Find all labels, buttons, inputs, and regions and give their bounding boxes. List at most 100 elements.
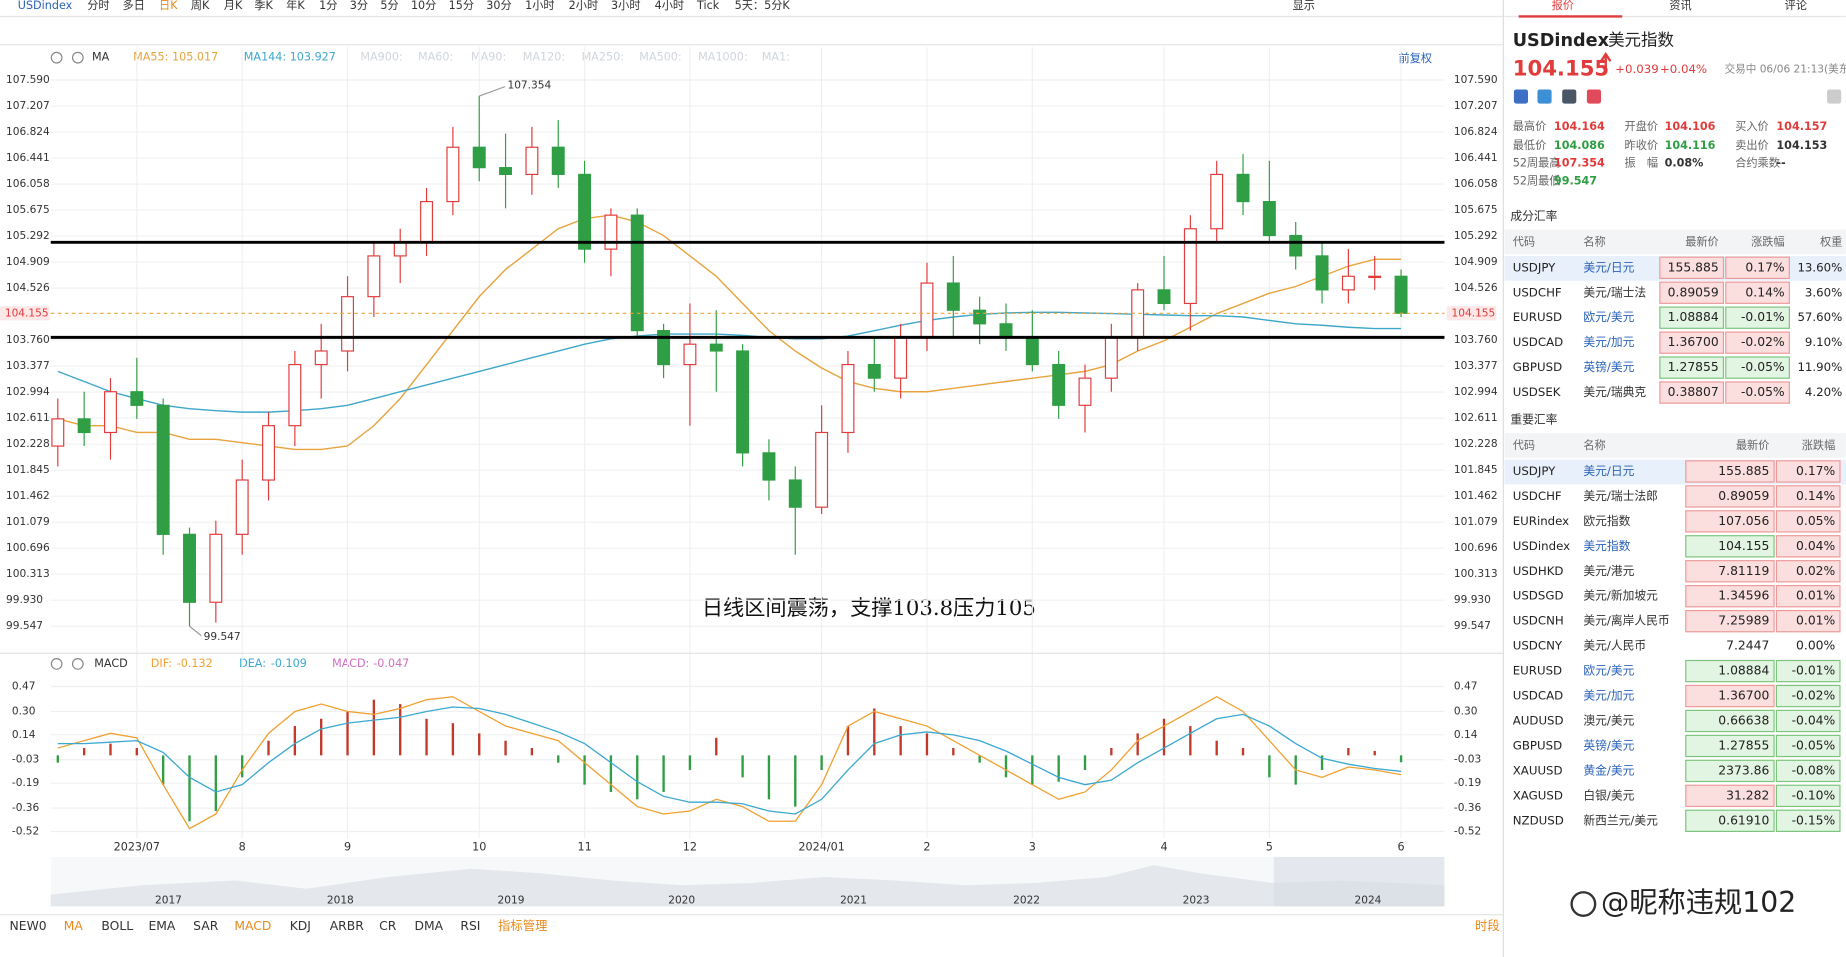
row-code[interactable]: USDCNH — [1513, 614, 1564, 628]
period-tab[interactable]: 月K — [224, 0, 243, 12]
row-code[interactable]: EURUSD — [1513, 664, 1562, 678]
table-header-cell[interactable]: 涨跌幅 — [1751, 234, 1785, 248]
overview-window[interactable] — [1273, 856, 1445, 907]
legend-inactive[interactable]: MA60: — [418, 51, 453, 64]
legend-name[interactable]: DEA: — [239, 657, 266, 670]
legend-inactive[interactable]: MA900: — [360, 51, 402, 64]
legend-inactive[interactable]: MA1000: — [698, 51, 747, 64]
period-tab[interactable]: 周K — [191, 0, 210, 12]
indicator-tab[interactable]: SAR — [193, 919, 219, 933]
table-header-cell[interactable]: 代码 — [1513, 439, 1535, 452]
period-tab[interactable]: 4小时 — [655, 0, 684, 12]
row-name[interactable]: 欧元/美元 — [1583, 664, 1634, 678]
row-name[interactable]: 欧元/美元 — [1583, 310, 1634, 324]
indicator-tab[interactable]: RSI — [460, 919, 480, 933]
period-tab[interactable]: Tick — [696, 0, 720, 12]
legend-inactive[interactable]: MA1: — [762, 51, 790, 64]
period-tab[interactable]: 季K — [254, 0, 273, 12]
period-tab[interactable]: 1小时 — [525, 0, 554, 12]
period-tab[interactable]: 30分 — [486, 0, 511, 12]
row-name[interactable]: 美元/港元 — [1583, 564, 1634, 578]
row-code[interactable]: GBPUSD — [1513, 360, 1562, 374]
row-code[interactable]: XAUUSD — [1513, 763, 1563, 777]
display-menu[interactable]: 显示 — [1293, 0, 1315, 12]
row-code[interactable]: NZDUSD — [1513, 813, 1564, 827]
table-header-cell[interactable]: 权重 — [1820, 234, 1842, 248]
row-name[interactable]: 美元/瑞士法 — [1583, 285, 1646, 299]
period-tab[interactable]: 10分 — [411, 0, 436, 12]
period-tab[interactable]: 3分 — [350, 0, 368, 12]
indicator-tab[interactable]: KDJ — [290, 919, 311, 933]
row-name[interactable]: 美元/加元 — [1583, 335, 1634, 349]
row-code[interactable]: USDCAD — [1513, 335, 1563, 349]
legend-inactive[interactable]: MA500: — [639, 51, 681, 64]
row-code[interactable]: USDSGD — [1513, 589, 1564, 603]
row-name[interactable]: 美元/人民币 — [1583, 639, 1646, 653]
row-name[interactable]: 美元/离岸人民币 — [1583, 614, 1669, 628]
row-name[interactable]: 美元指数 — [1583, 539, 1630, 553]
table-header-cell[interactable]: 涨跌幅 — [1802, 438, 1836, 452]
row-name[interactable]: 白银/美元 — [1583, 788, 1634, 802]
session-tab[interactable]: 时段 — [1475, 918, 1500, 933]
table-header-cell[interactable]: 最新价 — [1685, 234, 1719, 248]
ma-label[interactable]: MA — [92, 51, 110, 64]
indicator-tab[interactable]: CR — [379, 919, 397, 933]
row-code[interactable]: USDSEK — [1513, 385, 1561, 399]
row-code[interactable]: USDCHF — [1513, 285, 1562, 299]
table-header-cell[interactable]: 代码 — [1513, 235, 1535, 248]
row-code[interactable]: USDJPY — [1513, 260, 1556, 274]
macd-label[interactable]: MACD — [94, 657, 127, 670]
row-name[interactable]: 澳元/美元 — [1583, 713, 1634, 727]
indicator-tab[interactable]: MA — [64, 919, 84, 933]
row-name[interactable]: 美元/日元 — [1583, 464, 1634, 478]
row-code[interactable]: EURUSD — [1513, 310, 1562, 324]
period-tab[interactable]: 5分 — [380, 0, 398, 12]
indicator-tab[interactable]: BOLL — [101, 919, 133, 933]
row-code[interactable]: USDHKD — [1513, 564, 1564, 578]
adjust-label[interactable]: 前复权 — [1399, 51, 1433, 65]
period-tab[interactable]: 年K — [286, 0, 305, 12]
row-name[interactable]: 新西兰元/美元 — [1583, 813, 1658, 827]
row-code[interactable]: USDJPY — [1513, 464, 1556, 478]
row-name[interactable]: 美元/加元 — [1583, 689, 1634, 703]
row-code[interactable]: XAGUSD — [1513, 788, 1563, 802]
legend-name[interactable]: DIF: — [151, 657, 172, 670]
row-code[interactable]: GBPUSD — [1513, 738, 1562, 752]
legend-inactive[interactable]: MA120: — [523, 51, 565, 64]
row-code[interactable]: USDCAD — [1513, 689, 1563, 703]
row-name[interactable]: 美元/瑞典克 — [1583, 385, 1646, 399]
legend-inactive[interactable]: MA250: — [582, 51, 624, 64]
row-code[interactable]: AUDUSD — [1513, 713, 1564, 727]
panel-tab[interactable]: 评论 — [1785, 0, 1807, 12]
row-name[interactable]: 美元/瑞士法郎 — [1583, 489, 1658, 503]
row-name[interactable]: 黄金/美元 — [1583, 763, 1634, 777]
period-tab[interactable]: 日K — [159, 0, 178, 12]
row-code[interactable]: USDCHF — [1513, 489, 1562, 503]
panel-tab[interactable]: 资讯 — [1669, 0, 1691, 12]
table-header-cell[interactable]: 最新价 — [1736, 438, 1770, 452]
period-tab[interactable]: 1分 — [319, 0, 337, 12]
row-code[interactable]: USDCNY — [1513, 639, 1563, 653]
table-header-cell[interactable]: 名称 — [1583, 438, 1605, 452]
period-tab[interactable]: 15分 — [449, 0, 474, 12]
row-code[interactable]: EURindex — [1513, 514, 1569, 528]
indicator-tab[interactable]: 指标管理 — [498, 918, 547, 933]
period-tab[interactable]: 多日 — [123, 0, 145, 12]
row-name[interactable]: 美元/日元 — [1583, 260, 1634, 274]
indicator-tab[interactable]: ARBR — [330, 919, 364, 933]
period-tab[interactable]: 3小时 — [611, 0, 640, 12]
legend-name[interactable]: MA144: — [244, 51, 286, 64]
panel-tab[interactable]: 报价 — [1552, 0, 1574, 12]
symbol[interactable]: USDindex — [18, 0, 73, 12]
row-name[interactable]: 欧元指数 — [1583, 514, 1630, 528]
period-tab[interactable]: 分时 — [87, 0, 109, 12]
indicator-tab[interactable]: DMA — [414, 919, 443, 933]
period-tab[interactable]: 2小时 — [569, 0, 598, 12]
row-name[interactable]: 美元/新加坡元 — [1583, 589, 1658, 603]
legend-name[interactable]: MACD: — [332, 657, 369, 670]
indicator-tab[interactable]: NEW0 — [10, 919, 47, 933]
row-name[interactable]: 英镑/美元 — [1583, 360, 1634, 374]
row-name[interactable]: 英镑/美元 — [1583, 738, 1634, 752]
legend-inactive[interactable]: MA90: — [471, 51, 506, 64]
legend-name[interactable]: MA55: — [133, 51, 168, 64]
